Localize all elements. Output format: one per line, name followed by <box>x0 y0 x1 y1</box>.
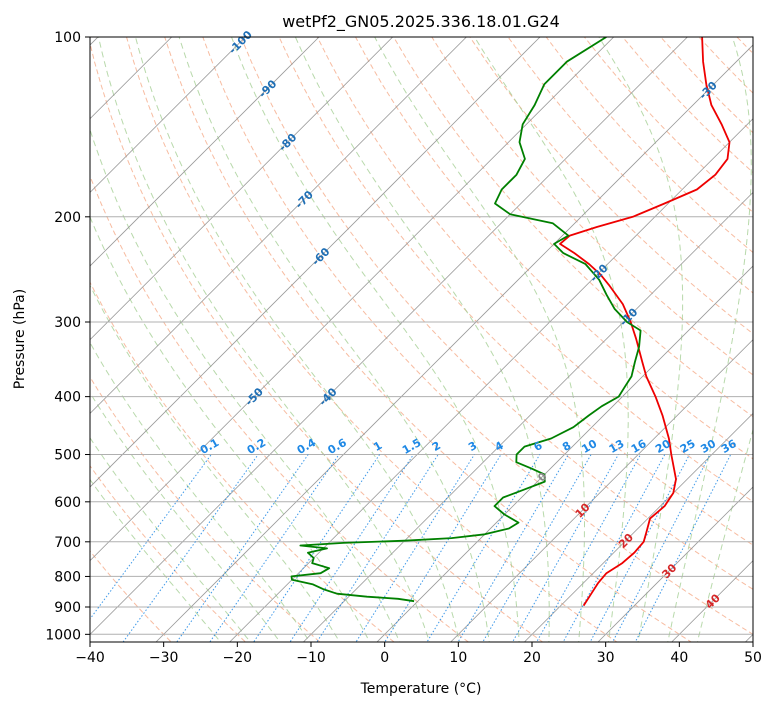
moist-adiabat-line <box>598 37 684 642</box>
isotherm-line <box>90 37 394 341</box>
mixing-ratio-line <box>122 454 259 642</box>
moist-adiabat-line <box>90 391 281 642</box>
moist-adiabat-line <box>473 37 629 642</box>
x-tick-label: 30 <box>597 650 615 666</box>
dry-adiabat-line <box>393 37 753 418</box>
dry-adiabat-line <box>126 37 618 642</box>
temperature-profile-line <box>559 37 731 607</box>
dry-adiabat-line <box>90 464 247 642</box>
x-axis: −40 −30 −20 −10 0 10 20 30 40 50 <box>75 642 762 666</box>
x-tick-label: −10 <box>296 650 326 666</box>
isotherm-line <box>450 339 753 642</box>
moist-adiabat-line <box>90 478 222 642</box>
dry-adiabat-line <box>164 37 693 642</box>
mixing-ratio-line <box>536 454 641 642</box>
y-tick-label: 100 <box>54 30 81 46</box>
mixing-ratio-line <box>90 454 212 620</box>
series-layer <box>290 37 731 607</box>
isotherm-line <box>90 37 246 193</box>
mixing-ratio-line <box>457 454 569 642</box>
dry-adiabat-line <box>469 37 753 335</box>
y-axis: 100 200 300 400 500 600 700 800 900 1000 <box>45 30 90 643</box>
mixing-ratio-line <box>511 454 619 642</box>
moist-adiabat-line <box>90 127 401 642</box>
plot-area <box>90 37 753 642</box>
mixing-ratio-line <box>316 454 439 642</box>
y-tick-label: 200 <box>54 210 81 226</box>
isotherm-line <box>155 44 753 642</box>
dry-adiabat-line <box>90 41 544 642</box>
plot-frame <box>89 36 754 643</box>
moist-adiabat-line <box>374 37 585 642</box>
x-tick-label: 0 <box>380 650 389 666</box>
x-axis-label: Temperature (°C) <box>360 681 482 697</box>
moist-adiabat-line <box>230 37 520 642</box>
isotherm-line <box>302 191 753 642</box>
dry-adiabat-line <box>316 37 753 503</box>
dry-adiabat-line <box>240 37 753 590</box>
isotherm-line <box>90 37 467 414</box>
x-tick-label: 50 <box>744 650 762 666</box>
isotherm-line <box>90 37 615 562</box>
moist-adiabat-line <box>90 341 311 642</box>
dry-adiabat-line <box>90 550 172 642</box>
moist-adiabat-line <box>178 37 490 642</box>
dry-adiabat-line <box>90 174 470 642</box>
y-axis-label: Pressure (hPa) <box>12 289 28 389</box>
mixing-ratio-line <box>426 454 541 642</box>
mixing-ratio-line <box>562 454 666 642</box>
mixing-ratio-line <box>209 454 340 642</box>
isotherm-line <box>90 37 688 635</box>
moist-adiabat-line <box>90 215 371 642</box>
dewpoint-profile-line <box>290 37 642 603</box>
dry-adiabat-line <box>90 376 321 642</box>
mixing-ratio-line <box>482 454 592 642</box>
isotherm-line <box>90 37 173 120</box>
mixing-ratio-line <box>589 454 690 642</box>
x-tick-label: 20 <box>523 650 541 666</box>
isotherm-line <box>523 412 753 642</box>
x-tick-label: −20 <box>223 650 253 666</box>
isotherm-line <box>376 265 753 642</box>
y-tick-label: 400 <box>54 390 81 406</box>
y-tick-label: 300 <box>54 315 81 331</box>
x-tick-label: −30 <box>149 650 179 666</box>
y-tick-label: 500 <box>54 448 81 464</box>
mixing-ratio-line <box>289 454 414 642</box>
isotherm-line <box>90 37 320 267</box>
x-tick-label: −40 <box>75 650 105 666</box>
isotherm-line <box>90 37 541 488</box>
y-tick-label: 600 <box>54 495 81 511</box>
moist-adiabat-line <box>90 437 251 642</box>
moist-adiabat-line <box>90 284 341 642</box>
y-tick-label: 800 <box>54 569 81 585</box>
x-tick-label: 40 <box>670 650 688 666</box>
x-tick-label: 10 <box>449 650 467 666</box>
mixing-ratio-line <box>253 454 381 642</box>
moist-adiabat-line <box>97 37 430 642</box>
isotherm-line <box>597 486 753 642</box>
isotherm-line <box>229 118 753 642</box>
y-tick-label: 900 <box>54 600 81 616</box>
moist-adiabat-line <box>294 37 550 642</box>
dry-adiabat-line <box>202 37 753 635</box>
chart-title: wetPf2_GN05.2025.336.18.01.G24 <box>282 12 560 32</box>
moist-adiabat-line <box>696 427 753 642</box>
y-tick-label: 1000 <box>45 627 81 643</box>
background-lines <box>90 37 753 642</box>
y-tick-label: 700 <box>54 535 81 551</box>
moist-adiabat-line <box>667 37 752 642</box>
mixing-ratio-line <box>384 454 502 642</box>
dry-adiabat-line <box>431 37 753 376</box>
